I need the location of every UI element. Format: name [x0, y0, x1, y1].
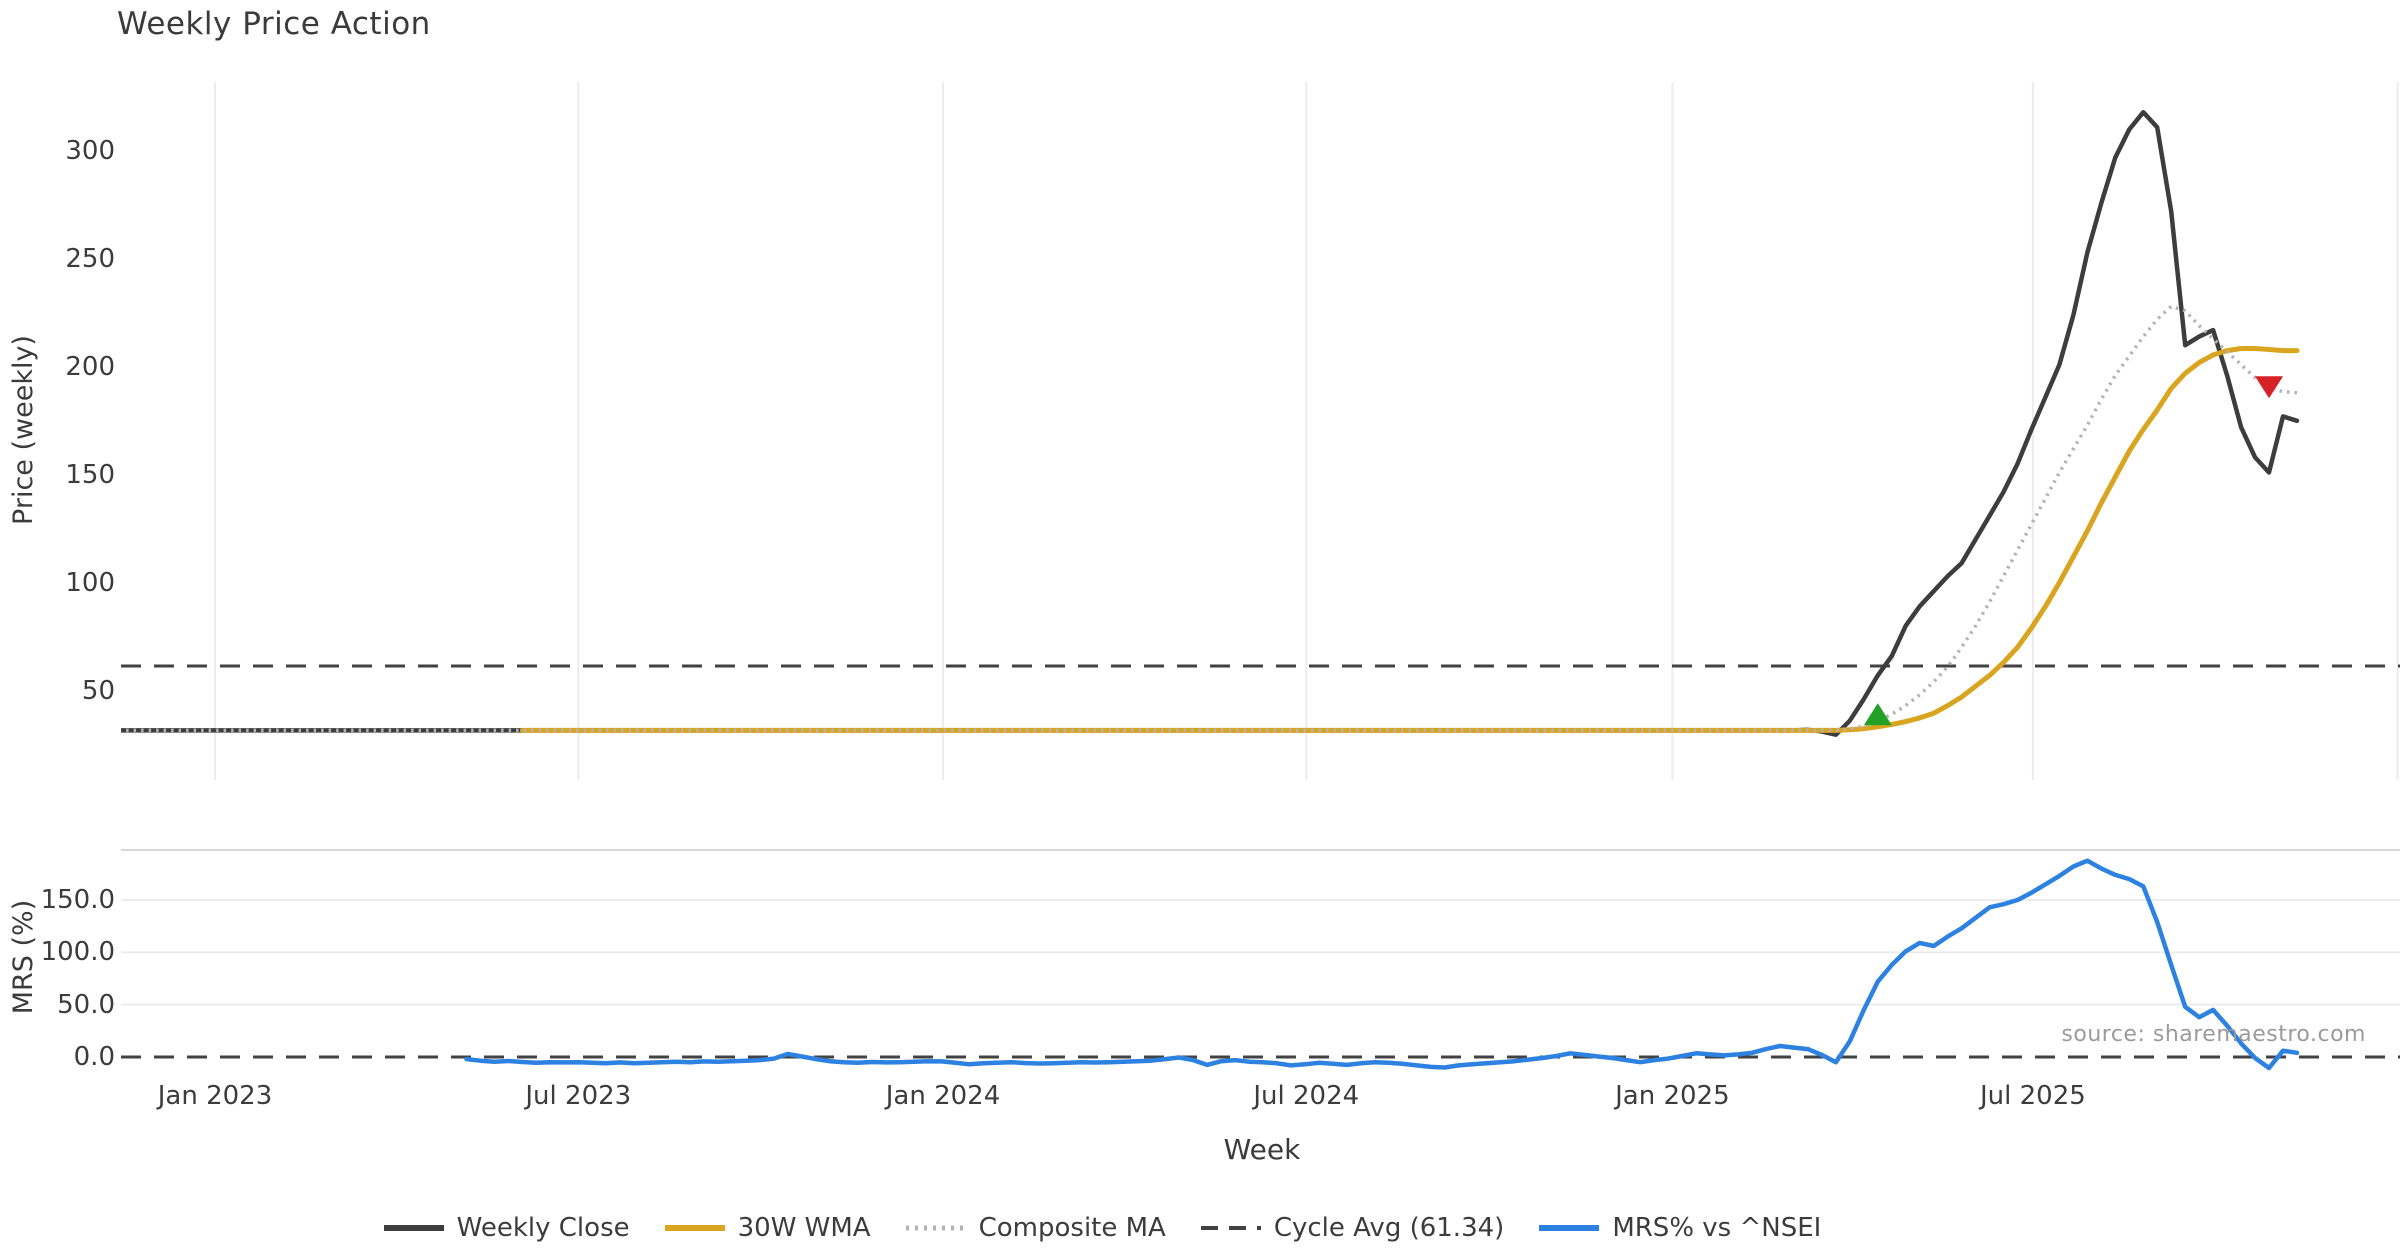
sell-signal-marker — [2255, 376, 2284, 399]
legend-item-weekly-close: Weekly Close — [383, 1213, 630, 1243]
legend-swatch — [1539, 1225, 1600, 1231]
xtick-jan-2025: Jan 2025 — [1615, 1081, 1730, 1111]
xtick-jul-2023: Jul 2023 — [525, 1081, 632, 1111]
mrs-ytick-100.0: 100.0 — [40, 937, 115, 968]
legend-swatch — [664, 1225, 725, 1231]
series-weekly-close — [121, 109, 2300, 737]
series-mrs-vs-nsei — [464, 858, 2300, 1071]
legend-swatch — [1200, 1226, 1261, 1230]
source-watermark: source: sharemaestro.com — [2061, 1022, 2366, 1047]
price-ytick-250: 250 — [65, 243, 115, 274]
legend-swatch — [383, 1225, 444, 1231]
price-ytick-200: 200 — [65, 351, 115, 382]
xtick-jan-2024: Jan 2024 — [885, 1081, 1001, 1111]
xtick-jan-2023: Jan 2023 — [157, 1081, 273, 1111]
price-ytick-150: 150 — [65, 459, 115, 490]
buy-signal-marker — [1863, 703, 1892, 726]
legend-label: 30W WMA — [737, 1213, 871, 1243]
chart-title: Weekly Price Action — [117, 6, 431, 42]
legend-label: Composite MA — [978, 1213, 1166, 1243]
series-composite-ma — [121, 304, 2298, 733]
chart-legend: Weekly Close 30W WMA Composite MA Cycle Avg… — [0, 1204, 2204, 1252]
x-axis-label: Week — [1223, 1133, 1301, 1166]
legend-swatch — [905, 1225, 966, 1231]
series-30w-wma — [519, 346, 2300, 733]
mrs-ytick-0.0: 0.0 — [73, 1042, 115, 1072]
mrs-ytick-150.0: 150.0 — [40, 884, 115, 915]
legend-item-composite-ma: Composite MA — [905, 1213, 1166, 1243]
price-ytick-50: 50 — [81, 675, 115, 706]
price-ytick-100: 100 — [65, 567, 115, 598]
xtick-jul-2025: Jul 2025 — [1979, 1081, 2086, 1111]
legend-label: Weekly Close — [456, 1213, 630, 1243]
legend-item-30w-wma: 30W WMA — [664, 1213, 871, 1243]
legend-label: Cycle Avg (61.34) — [1273, 1213, 1505, 1243]
xtick-jul-2024: Jul 2024 — [1253, 1081, 1360, 1111]
price-ytick-300: 300 — [65, 136, 115, 166]
legend-label: MRS% vs ^NSEI — [1612, 1213, 1822, 1243]
legend-item-cycle-avg-61-34: Cycle Avg (61.34) — [1200, 1213, 1504, 1243]
mrs-ytick-50.0: 50.0 — [57, 989, 115, 1020]
legend-item-mrs-vs-nsei: MRS% vs ^NSEI — [1538, 1213, 1821, 1243]
